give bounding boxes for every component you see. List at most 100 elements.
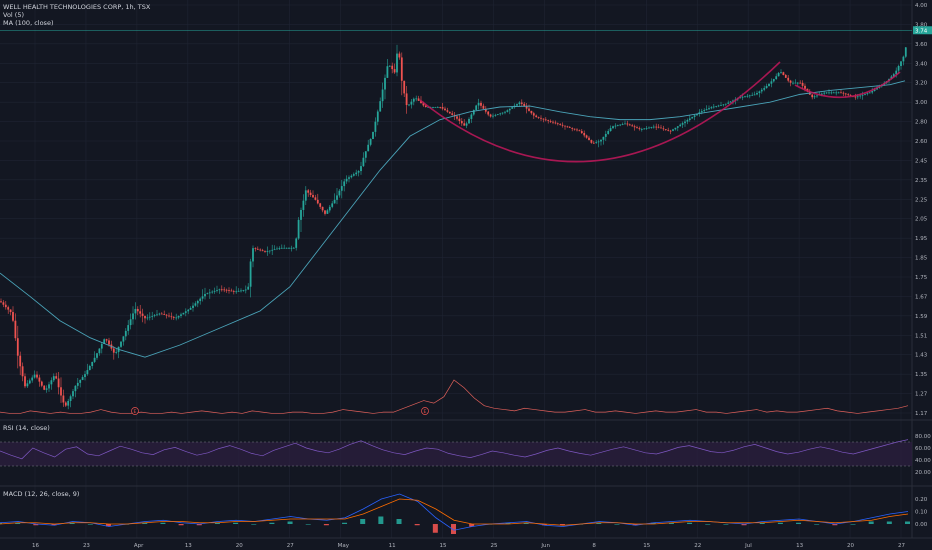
candle-body [717, 105, 720, 107]
candle-body [849, 95, 852, 96]
candle-body [573, 128, 576, 130]
candle-body [160, 313, 163, 315]
candle-body [372, 131, 374, 139]
candle-body [801, 82, 804, 86]
candle-body [451, 113, 454, 115]
candle-body [708, 108, 710, 110]
rsi-axis-label: 60.00 [915, 446, 931, 452]
candle-body [765, 86, 768, 89]
candle-body [259, 249, 262, 251]
macd-histogram-bar [414, 524, 420, 526]
candle-body [648, 127, 650, 129]
macd-histogram-bar [832, 524, 838, 526]
candle-body [820, 93, 823, 95]
candle-body [206, 293, 209, 295]
macd-signal-line [0, 498, 909, 526]
y-tick-label: 2.35 [915, 178, 928, 184]
candle-body [662, 128, 665, 130]
candle-body [772, 79, 775, 82]
candle-body [391, 65, 394, 70]
volume-line [0, 379, 909, 414]
candle-body [780, 72, 782, 74]
macd-histogram-bar [305, 524, 311, 525]
candle-body [652, 126, 655, 128]
candle-body [295, 238, 298, 248]
candle-body [784, 75, 787, 78]
candle-body [175, 317, 178, 319]
candle-body [340, 186, 343, 191]
x-tick-label: Jul [744, 543, 752, 549]
macd-histogram-bar [759, 522, 765, 524]
candle-body [410, 101, 413, 105]
candle-body [463, 123, 466, 126]
x-tick-label: 20 [236, 543, 243, 549]
candle-body [585, 135, 588, 138]
candle-body [576, 129, 578, 131]
candle-body [316, 199, 319, 204]
macd-histogram-bar [160, 522, 166, 524]
candle-body [770, 81, 773, 84]
candle-body [712, 106, 715, 108]
candle-body [273, 249, 276, 251]
candle-body [796, 82, 799, 84]
candle-body [487, 111, 490, 115]
candle-body [854, 96, 857, 98]
macd-histogram-bar [668, 522, 674, 524]
candle-body [561, 124, 564, 126]
candle-body [842, 92, 845, 94]
candle-body [571, 127, 574, 129]
candle-body [88, 365, 91, 371]
candle-body [170, 316, 173, 318]
candle-body [148, 316, 151, 318]
y-tick-label: 1.75 [915, 275, 928, 281]
candle-body [532, 113, 535, 116]
earnings-marker-label: E [134, 409, 137, 415]
x-tick-label: 15 [643, 543, 650, 549]
candle-body [672, 129, 674, 131]
candle-body [895, 70, 898, 75]
candle-body [24, 376, 26, 387]
candle-body [816, 95, 818, 97]
candle-body [811, 94, 814, 98]
candle-body [636, 127, 638, 129]
candle-body [333, 199, 336, 204]
candle-body [345, 178, 348, 182]
candle-body [76, 382, 79, 386]
y-tick-label: 1.27 [915, 392, 928, 398]
price-tag [913, 26, 932, 35]
candle-body [540, 117, 542, 119]
candle-body [441, 107, 444, 109]
candle-body [187, 309, 190, 312]
candle-body [590, 140, 593, 143]
candle-body [153, 315, 156, 316]
candle-body [367, 144, 370, 152]
macd-histogram-bar [886, 521, 892, 524]
candle-body [120, 341, 122, 347]
candle-body [496, 114, 499, 115]
candle-body [158, 313, 161, 315]
candle-body [559, 124, 562, 125]
candle-body [52, 376, 55, 381]
macd-histogram-bar [233, 522, 239, 524]
candle-body [314, 197, 317, 200]
y-tick-label: 2.80 [915, 120, 928, 126]
candle-body [566, 126, 569, 128]
candle-body [360, 166, 362, 172]
candle-body [388, 65, 391, 67]
candle-body [537, 117, 540, 118]
candle-body [216, 290, 218, 291]
y-tick-label: 1.95 [915, 236, 928, 242]
candle-body [343, 181, 346, 187]
candle-body [40, 381, 43, 386]
candle-body [628, 124, 631, 126]
candle-body [427, 107, 430, 108]
candle-body [835, 92, 838, 94]
candle-body [556, 123, 559, 125]
candle-body [204, 294, 206, 297]
candle-body [804, 85, 806, 89]
macd-histogram-bar [723, 524, 729, 525]
candle-body [552, 121, 554, 123]
y-tick-label: 3.80 [915, 22, 928, 28]
